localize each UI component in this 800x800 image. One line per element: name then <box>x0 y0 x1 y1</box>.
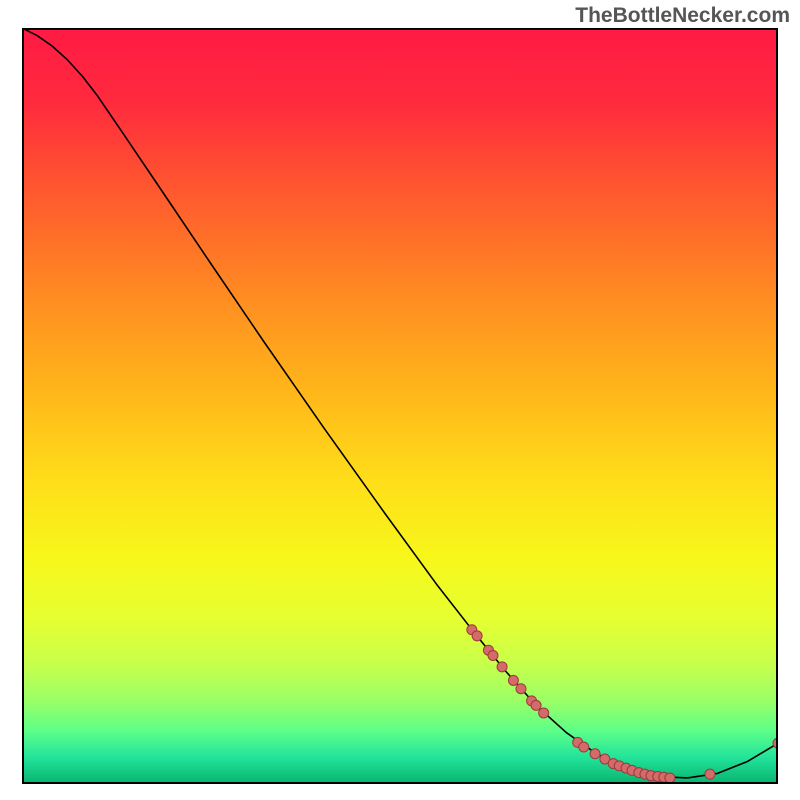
chart-container: TheBottleNecker.com <box>0 0 800 800</box>
watermark-label: TheBottleNecker.com <box>575 4 790 28</box>
data-marker <box>516 684 526 694</box>
data-marker <box>488 650 498 660</box>
data-marker <box>579 742 589 752</box>
plot-area <box>22 28 778 784</box>
gradient-background <box>22 28 778 784</box>
data-marker <box>539 708 549 718</box>
plot-svg <box>22 28 778 784</box>
data-marker <box>472 631 482 641</box>
data-marker <box>508 675 518 685</box>
data-marker <box>531 700 541 710</box>
data-marker <box>665 773 675 783</box>
data-marker <box>497 662 507 672</box>
data-marker <box>705 769 715 779</box>
data-marker <box>590 749 600 759</box>
